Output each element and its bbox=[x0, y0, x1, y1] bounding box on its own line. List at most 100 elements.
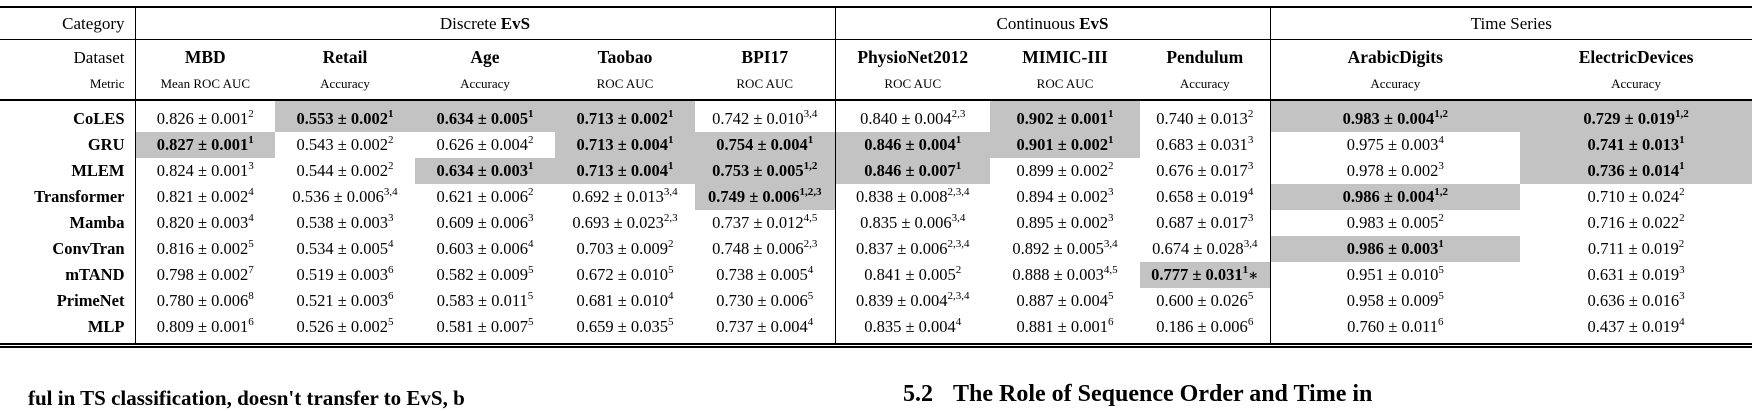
rank-superscript: 3 bbox=[388, 211, 394, 224]
metric-value: 0.681 ± 0.010 bbox=[576, 291, 669, 310]
metric-header: ROC AUC bbox=[695, 72, 836, 101]
table-row: mTAND 0.798 ± 0.0027 0.519 ± 0.0036 0.582 ±… bbox=[0, 262, 1752, 288]
result-cell: 0.816 ± 0.0025 bbox=[135, 236, 275, 262]
section-heading: 5.2 The Role of Sequence Order and Time i… bbox=[903, 381, 1372, 408]
metric-value: 0.729 ± 0.019 bbox=[1583, 109, 1675, 128]
metric-value: 0.748 ± 0.006 bbox=[712, 239, 804, 258]
rank-superscript: 6 bbox=[388, 289, 394, 302]
metric-value: 0.983 ± 0.005 bbox=[1346, 213, 1439, 232]
metric-value: 0.846 ± 0.007 bbox=[864, 161, 956, 180]
metric-value: 0.519 ± 0.003 bbox=[296, 265, 389, 284]
metric-value: 0.583 ± 0.011 bbox=[436, 291, 528, 310]
result-cell: 0.683 ± 0.0313 bbox=[1140, 132, 1271, 158]
metric-value: 0.951 ± 0.010 bbox=[1346, 265, 1439, 284]
rank-superscript: 2,3 bbox=[663, 211, 678, 224]
metric-value: 0.658 ± 0.019 bbox=[1156, 187, 1248, 206]
group-label: Continuous bbox=[996, 13, 1080, 33]
metric-value: 0.835 ± 0.006 bbox=[860, 213, 952, 232]
rank-superscript: 5 bbox=[807, 289, 814, 302]
metric-value: 0.986 ± 0.004 bbox=[1342, 187, 1435, 206]
metric-value: 0.710 ± 0.024 bbox=[1587, 187, 1680, 206]
result-cell: 0.895 ± 0.0023 bbox=[990, 210, 1140, 236]
result-cell: 0.894 ± 0.0023 bbox=[990, 184, 1140, 210]
result-cell: 0.841 ± 0.0052 bbox=[835, 262, 990, 288]
result-cell: 0.583 ± 0.0115 bbox=[415, 288, 555, 314]
result-cell: 0.820 ± 0.0034 bbox=[135, 210, 275, 236]
group-label-bold: EvS bbox=[500, 13, 531, 33]
metric-value: 0.888 ± 0.003 bbox=[1012, 265, 1104, 284]
rank-superscript: 5 bbox=[1438, 289, 1444, 302]
rank-superscript: 4 bbox=[248, 185, 254, 198]
metric-value: 0.837 ± 0.006 bbox=[855, 239, 948, 258]
rank-superscript: 2 bbox=[1678, 237, 1685, 250]
metric-value: 0.703 ± 0.009 bbox=[576, 239, 669, 258]
metric-value: 0.838 ± 0.008 bbox=[855, 187, 948, 206]
result-cell: 0.521 ± 0.0036 bbox=[275, 288, 415, 314]
metric-value: 0.713 ± 0.004 bbox=[576, 161, 669, 180]
rank-superscript: 1 bbox=[668, 159, 674, 172]
model-name: MLEM bbox=[0, 158, 136, 184]
result-cell: 0.693 ± 0.0232,3 bbox=[555, 210, 695, 236]
metric-value: 0.986 ± 0.003 bbox=[1346, 239, 1439, 258]
metric-value: 0.736 ± 0.014 bbox=[1587, 161, 1680, 180]
rank-superscript: 3 bbox=[1438, 159, 1444, 172]
result-cell: 0.621 ± 0.0062 bbox=[415, 184, 555, 210]
result-cell: 0.729 ± 0.0191,2 bbox=[1520, 100, 1752, 132]
metric-value: 0.687 ± 0.017 bbox=[1156, 213, 1248, 232]
metric-value: 0.892 ± 0.005 bbox=[1012, 239, 1104, 258]
result-cell: 0.609 ± 0.0063 bbox=[415, 210, 555, 236]
rank-superscript: 3 bbox=[1108, 185, 1114, 198]
metric-value: 0.835 ± 0.004 bbox=[864, 317, 956, 336]
model-name: Transformer bbox=[0, 184, 136, 210]
result-cell: 0.846 ± 0.0071 bbox=[835, 158, 991, 184]
metric-value: 0.895 ± 0.002 bbox=[1016, 213, 1109, 232]
result-cell: 0.839 ± 0.0042,3,4 bbox=[835, 288, 990, 314]
rank-superscript: 2,3 bbox=[803, 237, 818, 250]
rank-superscript: 2 bbox=[388, 159, 394, 172]
result-cell: 0.603 ± 0.0064 bbox=[415, 236, 555, 262]
metric-value: 0.958 ± 0.009 bbox=[1346, 291, 1439, 310]
dataset-header: PhysioNet2012 bbox=[857, 47, 969, 67]
rank-superscript: 6 bbox=[1438, 315, 1444, 328]
rank-superscript: 6 bbox=[248, 315, 254, 328]
rank-superscript: 4 bbox=[388, 237, 394, 250]
result-cell: 0.681 ± 0.0104 bbox=[555, 288, 695, 314]
metric-label: Metric bbox=[0, 72, 136, 101]
rank-superscript: 6 bbox=[1108, 315, 1114, 328]
result-cell: 0.519 ± 0.0036 bbox=[275, 262, 415, 288]
result-cell: 0.538 ± 0.0033 bbox=[275, 210, 415, 236]
metric-header: ROC AUC bbox=[835, 72, 991, 101]
metric-row: Metric Mean ROC AUC Accuracy Accuracy ROC A… bbox=[0, 72, 1752, 101]
rank-superscript: 1 bbox=[807, 133, 814, 146]
metric-value: 0.536 ± 0.006 bbox=[292, 187, 384, 206]
rank-superscript: 1 bbox=[388, 107, 394, 120]
rank-superscript: 1 bbox=[248, 133, 254, 146]
metric-value: 0.711 ± 0.019 bbox=[1587, 239, 1679, 258]
metric-value: 0.553 ± 0.002 bbox=[296, 109, 389, 128]
dataset-row: Dataset MBD Retail Age Taobao BPI17 PhysioNet… bbox=[0, 39, 1752, 72]
rank-superscript: 3 bbox=[528, 211, 534, 224]
rank-superscript: 1,2,3 bbox=[799, 185, 822, 198]
metric-value: 0.672 ± 0.010 bbox=[576, 265, 669, 284]
group-label: Discrete bbox=[439, 13, 501, 33]
dataset-header: Taobao bbox=[597, 47, 653, 67]
result-cell: 0.881 ± 0.0016 bbox=[990, 314, 1140, 343]
result-cell: 0.626 ± 0.0042 bbox=[415, 132, 555, 158]
rank-superscript: 5 bbox=[527, 289, 534, 302]
metric-header: Mean ROC AUC bbox=[135, 72, 275, 101]
metric-value: 0.693 ± 0.023 bbox=[572, 213, 664, 232]
result-cell: 0.543 ± 0.0022 bbox=[275, 132, 415, 158]
result-cell: 0.687 ± 0.0173 bbox=[1140, 210, 1271, 236]
metric-value: 0.538 ± 0.003 bbox=[296, 213, 389, 232]
result-cell: 0.826 ± 0.0012 bbox=[135, 100, 275, 132]
result-cell: 0.740 ± 0.0132 bbox=[1140, 100, 1271, 132]
rank-superscript: 3 bbox=[1247, 159, 1254, 172]
rank-superscript: 3 bbox=[248, 159, 254, 172]
metric-header: Accuracy bbox=[415, 72, 555, 101]
rank-superscript: 4 bbox=[1247, 185, 1254, 198]
metric-value: 0.978 ± 0.002 bbox=[1346, 161, 1439, 180]
dataset-label: Dataset bbox=[0, 39, 136, 72]
rank-superscript: 3,4 bbox=[383, 185, 398, 198]
rank-superscript: 1 bbox=[1679, 159, 1685, 172]
metric-value: 0.674 ± 0.028 bbox=[1152, 239, 1244, 258]
